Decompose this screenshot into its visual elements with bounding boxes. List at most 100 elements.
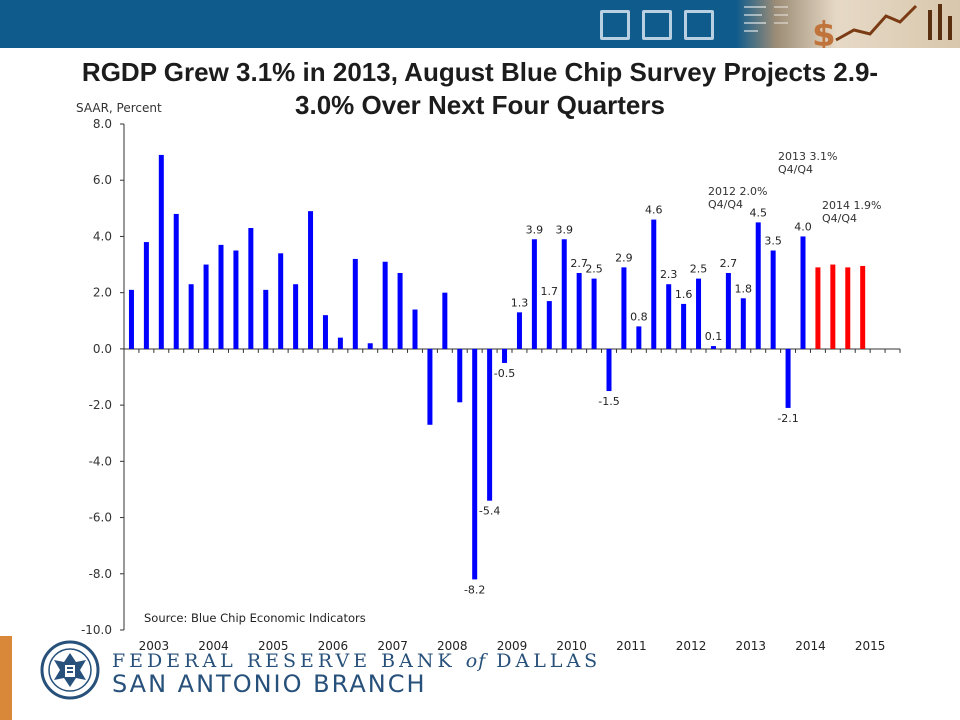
data-label: -5.4 [479, 505, 500, 518]
data-label: 1.3 [511, 296, 529, 309]
x-year-label: 2009 [497, 639, 528, 653]
y-tick-label: -4.0 [89, 454, 112, 468]
annotation-text: 2014 1.9% [822, 199, 881, 212]
actual-bar [337, 337, 343, 349]
forecast-bar [815, 267, 821, 349]
source-note: Source: Blue Chip Economic Indicators [144, 611, 366, 625]
data-label: 2.3 [660, 268, 678, 281]
actual-bar [636, 326, 642, 349]
actual-bar [427, 348, 433, 425]
actual-bar [666, 284, 672, 349]
actual-bar [263, 289, 269, 349]
banner-square [684, 10, 714, 40]
actual-bar [322, 315, 328, 349]
forecast-bar [860, 265, 866, 349]
annotation-text: Q4/Q4 [822, 212, 857, 225]
data-label: 0.8 [630, 310, 648, 323]
x-year-label: 2012 [676, 639, 707, 653]
x-year-label: 2014 [795, 639, 826, 653]
annotation-text: 2013 3.1% [778, 150, 837, 163]
actual-bar [561, 239, 567, 349]
x-year-label: 2013 [735, 639, 766, 653]
actual-bar [710, 346, 716, 349]
data-label: 1.8 [735, 282, 753, 295]
actual-bar [218, 244, 224, 349]
actual-bar [696, 278, 702, 349]
y-tick-label: -2.0 [89, 398, 112, 412]
annotation-text: Q4/Q4 [778, 163, 813, 176]
annotation-text: Q4/Q4 [708, 198, 743, 211]
x-year-label: 2015 [855, 639, 886, 653]
y-tick-label: 8.0 [93, 117, 112, 131]
y-tick-label: -8.0 [89, 567, 112, 581]
actual-bar [397, 272, 403, 349]
actual-bar [785, 348, 791, 408]
svg-text:$: $ [812, 15, 836, 48]
actual-bar [576, 272, 582, 349]
x-year-label: 2008 [437, 639, 468, 653]
x-year-label: 2005 [258, 639, 289, 653]
y-tick-label: 4.0 [93, 229, 112, 243]
actual-bar [203, 264, 209, 349]
y-tick-label: 6.0 [93, 173, 112, 187]
data-label: -8.2 [464, 583, 485, 596]
actual-bar [740, 298, 746, 349]
data-label: -0.5 [494, 367, 515, 380]
chart-title: RGDP Grew 3.1% in 2013, August Blue Chip… [81, 57, 879, 120]
data-label: 2.5 [690, 263, 708, 276]
actual-bar [606, 348, 612, 392]
actual-bar [725, 272, 731, 349]
annotation-text: 2012 2.0% [708, 185, 767, 198]
bars [128, 154, 866, 580]
data-label: 4.0 [794, 220, 812, 233]
actual-bar [800, 236, 806, 349]
data-label: 3.9 [526, 223, 544, 236]
finance-collage-icon: $ [744, 4, 952, 48]
data-label: 0.1 [705, 330, 723, 343]
data-label: 2.7 [570, 257, 588, 270]
x-year-label: 2006 [318, 639, 349, 653]
y-tick-label: -10.0 [81, 623, 112, 637]
actual-bar [472, 348, 478, 580]
actual-bar [516, 312, 522, 349]
bank-name: FEDERAL RESERVE BANK of DALLAS [112, 650, 601, 672]
y-tick-labels: 8.0 6.0 4.0 2.0 0.0 -2.0 -4.0 -6.0 -8.0 -10.0 [81, 117, 124, 637]
data-label: 3.5 [764, 235, 782, 248]
x-year-label: 2011 [616, 639, 647, 653]
actual-bar [531, 239, 537, 349]
actual-bar [128, 289, 134, 349]
accent-stripe [0, 636, 12, 720]
y-tick-label: 0.0 [93, 342, 112, 356]
x-year-label: 2004 [198, 639, 229, 653]
actual-bar [621, 267, 627, 349]
actual-bar [502, 348, 508, 363]
actual-bar [248, 228, 254, 349]
actual-bar [143, 242, 149, 349]
y-tick-label: 2.0 [93, 286, 112, 300]
actual-bar [233, 250, 239, 349]
x-year-label: 2010 [556, 639, 587, 653]
data-label: 2.9 [615, 251, 633, 264]
data-label: 2.7 [720, 257, 738, 270]
banner-finance-image: $ [736, 0, 960, 48]
actual-bar [382, 261, 388, 349]
actual-bar [173, 213, 179, 349]
data-label: 4.5 [749, 206, 767, 219]
forecast-bar [830, 264, 836, 349]
data-label: 3.9 [555, 223, 573, 236]
top-banner: $ [0, 0, 960, 48]
data-label: 4.6 [645, 204, 663, 217]
year-labels: 2003 2004 2005 2006 2007 2008 2009 2010 2011 2012… [139, 639, 886, 653]
data-labels: -8.2-5.4-0.51.33.91.73.92.72.5-1.52.90.8… [464, 204, 812, 597]
x-year-label: 2003 [139, 639, 170, 653]
data-label: 2.5 [585, 263, 603, 276]
bank-name-of: of [465, 650, 487, 672]
actual-bar [293, 284, 299, 349]
actual-bar [546, 301, 552, 349]
data-label: -2.1 [777, 412, 798, 425]
actual-bar [487, 348, 493, 501]
actual-bar [308, 211, 314, 349]
actual-bar [188, 284, 194, 349]
